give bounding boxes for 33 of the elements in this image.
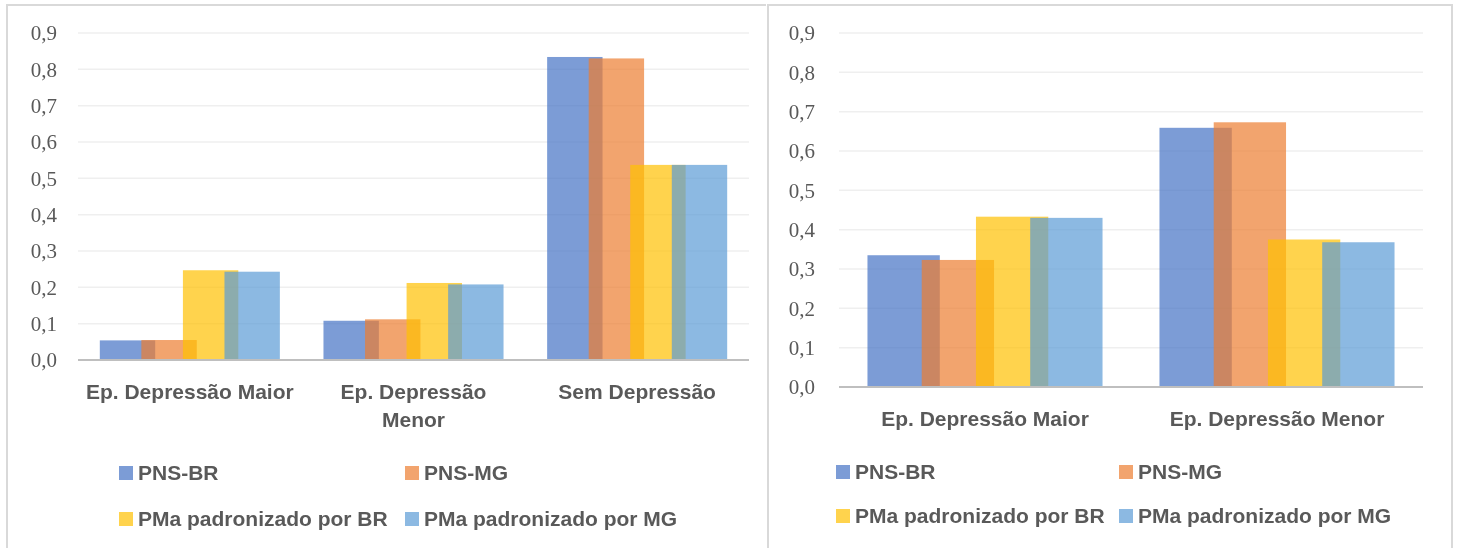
y-tick-label: 0,5	[30, 166, 57, 191]
y-tick-label: 0,4	[788, 218, 816, 243]
y-tick-label: 0,8	[788, 60, 815, 85]
y-tick-label: 0,7	[30, 94, 57, 119]
legend-label: PMa padronizado por BR	[138, 507, 388, 530]
y-tick-label: 0,3	[788, 257, 815, 282]
y-tick-label: 0,2	[788, 296, 815, 321]
y-tick-label: 0,2	[30, 275, 57, 300]
y-tick-label: 0,7	[788, 100, 815, 125]
y-tick-label: 0,6	[30, 130, 57, 155]
x-tick-label: Sem Depressão	[558, 380, 716, 403]
legend-label: PMa padronizado por MG	[424, 507, 678, 530]
y-tick-label: 0,5	[788, 178, 815, 203]
x-tick-label: Ep. Depressão Maior	[85, 380, 294, 403]
legend-label: PMa padronizado por MG	[1138, 504, 1392, 527]
y-tick-label: 0,3	[30, 239, 57, 264]
y-tick-label: 0,0	[30, 348, 57, 373]
legend-label: PMa padronizado por BR	[855, 504, 1105, 527]
legend-label: PNS-BR	[855, 460, 936, 483]
y-tick-label: 0,9	[30, 21, 57, 46]
y-tick-label: 0,8	[30, 57, 57, 82]
x-tick-label: Ep. Depressão Menor	[340, 380, 487, 431]
x-tick-label: Ep. Depressão Menor	[1169, 407, 1385, 430]
y-tick-label: 0,6	[788, 139, 815, 164]
legend-label: PNS-MG	[1138, 460, 1222, 483]
y-tick-label: 0,4	[30, 203, 58, 228]
legend-label: PNS-BR	[138, 461, 219, 484]
legend-label: PNS-MG	[424, 461, 508, 484]
y-tick-label: 0,1	[30, 312, 57, 337]
y-tick-label: 0,0	[788, 375, 815, 400]
x-tick-label: Ep. Depressão Maior	[881, 407, 1089, 430]
y-tick-label: 0,1	[788, 336, 815, 361]
y-tick-label: 0,9	[788, 21, 815, 46]
